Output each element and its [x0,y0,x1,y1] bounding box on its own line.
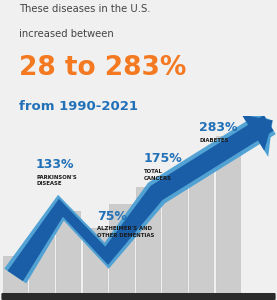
Bar [109,204,134,293]
Text: DIABETES: DIABETES [199,138,229,142]
Polygon shape [4,112,276,284]
Text: PARKINSON'S
DISEASE: PARKINSON'S DISEASE [36,175,77,186]
Bar [189,160,213,293]
Text: 28 to 283%: 28 to 283% [19,55,187,81]
Text: 283%: 283% [199,121,238,134]
FancyBboxPatch shape [1,293,276,300]
Text: increased between: increased between [19,28,114,39]
Text: from 1990-2021: from 1990-2021 [19,100,138,112]
Bar [216,136,240,293]
Text: 75%: 75% [97,209,127,223]
Polygon shape [238,108,273,157]
Text: ALZHEIMER'S AND
OTHER DEMENTIAS: ALZHEIMER'S AND OTHER DEMENTIAS [97,226,154,238]
Polygon shape [242,115,273,151]
Text: 133%: 133% [36,158,75,171]
Text: 175%: 175% [144,152,183,165]
Bar [56,211,80,293]
Text: TOTAL
CANCERS: TOTAL CANCERS [144,169,172,181]
Bar [29,237,54,293]
Bar [83,228,107,293]
Text: These diseases in the U.S.: These diseases in the U.S. [19,4,151,14]
Bar [162,180,187,293]
Bar [136,187,160,293]
Bar [3,256,27,293]
Polygon shape [7,115,274,281]
